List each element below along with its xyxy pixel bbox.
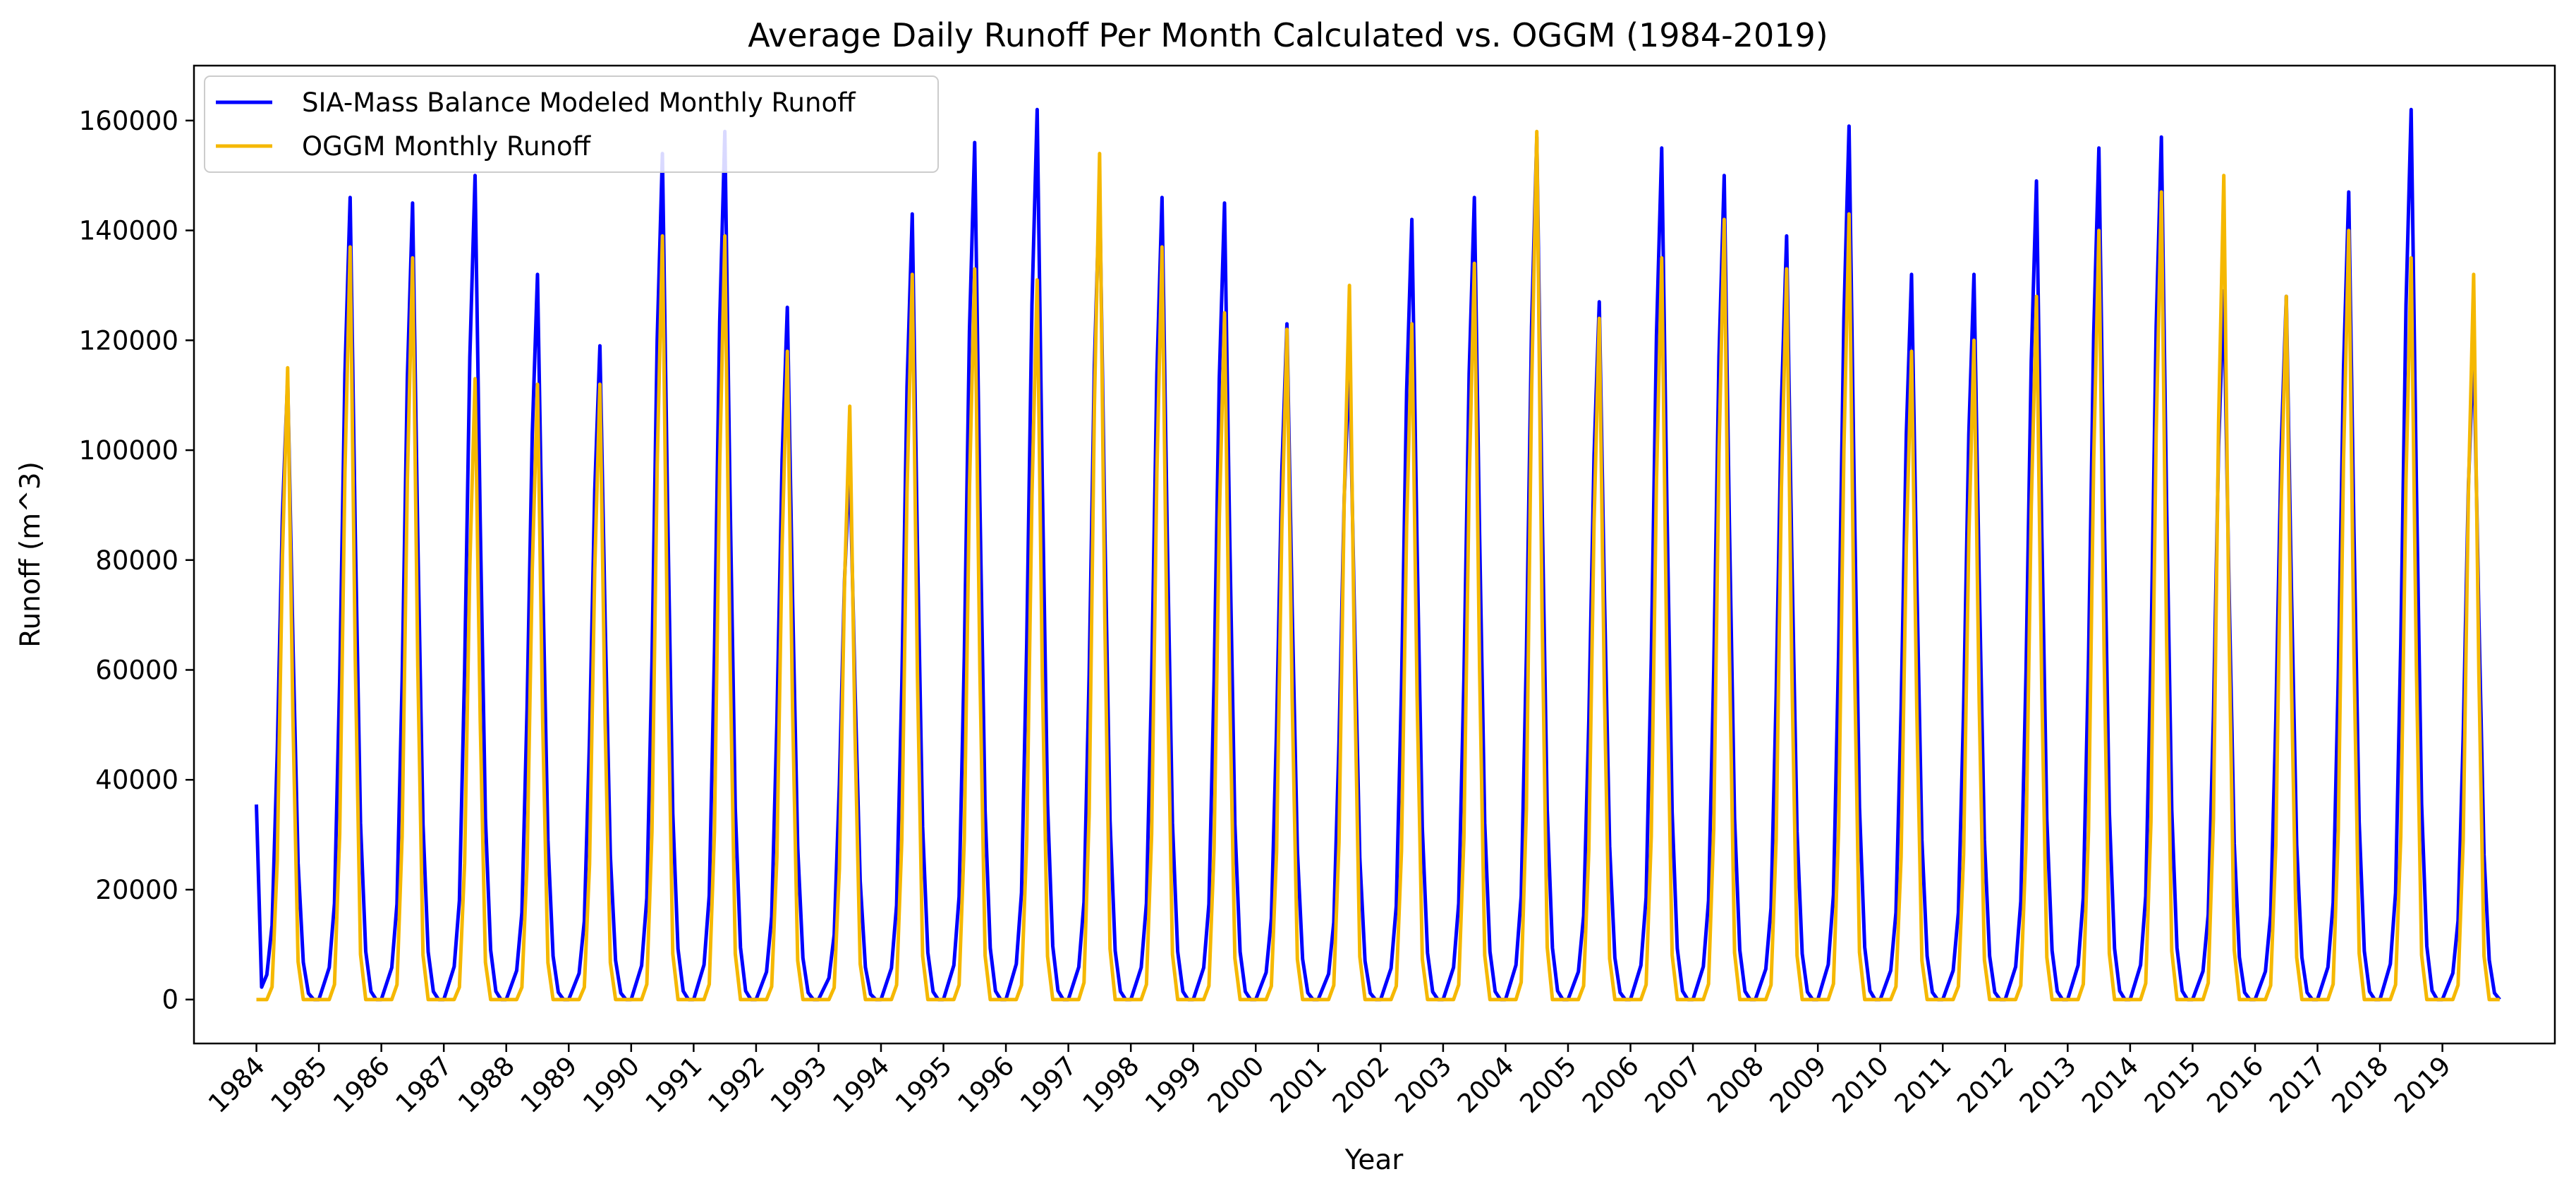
y-axis-title: Runoff (m^3) [15, 461, 47, 648]
legend-label-sia: SIA-Mass Balance Modeled Monthly Runoff [302, 87, 856, 118]
y-tick-label: 0 [162, 985, 178, 1015]
plot-area-frame [193, 64, 2556, 1045]
legend: SIA-Mass Balance Modeled Monthly Runoff … [204, 75, 939, 173]
series-line-oggm [256, 129, 2500, 1002]
y-tick-label: 40000 [95, 765, 178, 795]
series-layer [255, 107, 2501, 1002]
y-tick-label: 160000 [79, 106, 178, 136]
y-axis-ticks: 0 20000 40000 60000 80000 100000 120000 140000 1… [79, 106, 194, 1015]
chart-title: Average Daily Runoff Per Month Calculate… [748, 16, 1828, 54]
legend-label-oggm: OGGM Monthly Runoff [302, 131, 592, 162]
legend-box [204, 75, 939, 173]
y-tick-label: 120000 [79, 325, 178, 356]
y-tick-label: 60000 [95, 655, 178, 686]
y-tick-label: 80000 [95, 545, 178, 576]
y-tick-label: 20000 [95, 875, 178, 905]
x-axis-title: Year [1344, 1144, 1404, 1176]
y-tick-label: 100000 [79, 435, 178, 466]
y-tick-label: 140000 [79, 216, 178, 246]
